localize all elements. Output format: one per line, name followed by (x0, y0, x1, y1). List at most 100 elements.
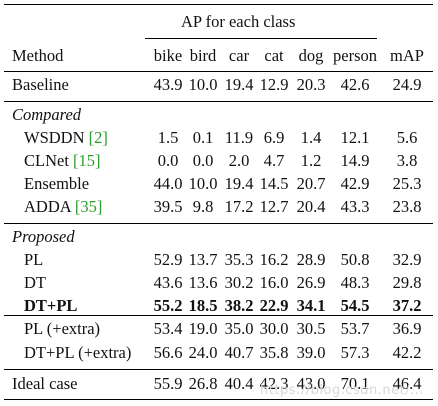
table-cell-map: 37.2 (392, 296, 422, 315)
section-label-proposed: Proposed (12, 227, 75, 246)
watermark: https://blog.csdn.net/... (260, 383, 424, 398)
citation-link[interactable]: [2] (88, 128, 108, 147)
method-name: WSDDN (24, 128, 89, 147)
table-cell-dog: 20.7 (296, 174, 326, 193)
table-cell-bike: 55.9 (153, 374, 183, 393)
table-cell-person: 42.9 (340, 174, 370, 193)
table-cell-map: 5.6 (396, 128, 418, 147)
table-cell-car: 17.2 (224, 197, 254, 216)
table-cell-car: 40.4 (224, 374, 254, 393)
table-row-method: PL (24, 250, 43, 270)
table-cell-cat: 42.3 (259, 374, 289, 393)
bottom-rule (4, 399, 433, 400)
table-cell-person: 50.8 (340, 250, 370, 269)
method-name: DT (24, 273, 46, 292)
table-cell-bird: 13.6 (188, 273, 218, 292)
citation-link[interactable]: [35] (74, 197, 103, 216)
table-cell-person: 53.7 (340, 319, 370, 338)
table-row-method: DT+PL (+extra) (24, 343, 131, 363)
table-cell-bike: 52.9 (153, 250, 183, 269)
table-cell-car: 35.3 (224, 250, 254, 269)
table-cell-cat: 30.0 (259, 319, 289, 338)
table-cell-bird: 10.0 (188, 174, 218, 193)
table-row-method: Ideal case (12, 374, 78, 394)
table-cell-person: 43.3 (340, 197, 370, 216)
method-name: PL (24, 250, 44, 269)
method-name: Baseline (12, 75, 69, 94)
table-cell-bird: 19.0 (188, 319, 218, 338)
table-cell-cat: 35.8 (259, 343, 289, 362)
table-cell-bird: 10.0 (188, 75, 218, 94)
table-cell-map: 23.8 (392, 197, 422, 216)
column-header-bike: bike (153, 46, 183, 65)
table-cell-bike: 55.2 (153, 296, 183, 315)
table-cell-bird: 0.0 (192, 151, 214, 170)
method-column-header: Method (12, 46, 64, 65)
method-name: DT+PL (+extra) (24, 343, 132, 362)
table-cell-map: 25.3 (392, 174, 422, 193)
table-cell-person: 70.1 (340, 374, 370, 393)
method-name: Ensemble (24, 174, 90, 193)
table-cell-person: 12.1 (340, 128, 370, 147)
table-cell-cat: 12.9 (259, 75, 289, 94)
table-cell-map: 42.2 (392, 343, 422, 362)
table-cell-dog: 26.9 (296, 273, 326, 292)
method-name: Ideal case (12, 374, 78, 393)
column-header-car: car (228, 46, 250, 65)
column-header-cat: cat (264, 46, 284, 65)
table-cell-cat: 16.0 (259, 273, 289, 292)
table-cell-map: 24.9 (392, 75, 422, 94)
compared-rule (4, 223, 433, 224)
table-cell-dog: 39.0 (296, 343, 326, 362)
table-cell-car: 38.2 (224, 296, 254, 315)
section-label-compared: Compared (12, 105, 82, 124)
table-cell-bird: 13.7 (188, 250, 218, 269)
table-cell-car: 11.9 (224, 128, 254, 147)
table-cell-bike: 0.0 (157, 151, 179, 170)
table-row-method: CLNet [15] (24, 151, 101, 171)
table-cell-car: 2.0 (228, 151, 250, 170)
table-cell-car: 40.7 (224, 343, 254, 362)
table-row-method: ADDA [35] (24, 197, 102, 217)
header-rule (4, 71, 433, 72)
table-cell-map: 36.9 (392, 319, 422, 338)
table-row-method: PL (+extra) (24, 319, 100, 339)
table-cell-bike: 56.6 (153, 343, 183, 362)
table-cell-map: 3.8 (396, 151, 418, 170)
table-cell-bird: 9.8 (192, 197, 214, 216)
table-cell-bird: 24.0 (188, 343, 218, 362)
table-cell-bike: 43.6 (153, 273, 183, 292)
table-row-method: DT (24, 273, 46, 293)
citation-link[interactable]: [15] (73, 151, 101, 170)
table-cell-bird: 26.8 (188, 374, 218, 393)
table-cell-cat: 12.7 (259, 197, 289, 216)
column-header-map: mAP (390, 46, 424, 65)
table-cell-cat: 14.5 (259, 174, 289, 193)
table-cell-bird: 18.5 (188, 296, 218, 315)
table-cell-map: 32.9 (392, 250, 422, 269)
table-cell-dog: 20.3 (296, 75, 326, 94)
table-row-method: DT+PL (24, 296, 77, 316)
table-cell-car: 19.4 (224, 174, 254, 193)
table-row-method: Baseline (12, 75, 69, 95)
baseline-rule (4, 101, 433, 102)
table-cell-bike: 53.4 (153, 319, 183, 338)
ap-group-label: AP for each class (181, 12, 296, 31)
top-rule (4, 4, 433, 5)
group-underline (145, 38, 377, 39)
table-cell-bird: 0.1 (192, 128, 214, 147)
method-name: CLNet (24, 151, 74, 170)
method-name: PL (+extra) (24, 319, 101, 338)
table-cell-car: 30.2 (224, 273, 254, 292)
table-cell-bike: 43.9 (153, 75, 183, 94)
table-cell-dog: 28.9 (296, 250, 326, 269)
method-name: DT+PL (24, 296, 78, 315)
table-cell-cat: 22.9 (259, 296, 289, 315)
table-cell-person: 42.6 (340, 75, 370, 94)
table-row-method: Ensemble (24, 174, 89, 194)
table-row-method: WSDDN [2] (24, 128, 108, 148)
table-cell-car: 19.4 (224, 75, 254, 94)
table-cell-person: 57.3 (340, 343, 370, 362)
table-cell-dog: 20.4 (296, 197, 326, 216)
table-cell-cat: 16.2 (259, 250, 289, 269)
